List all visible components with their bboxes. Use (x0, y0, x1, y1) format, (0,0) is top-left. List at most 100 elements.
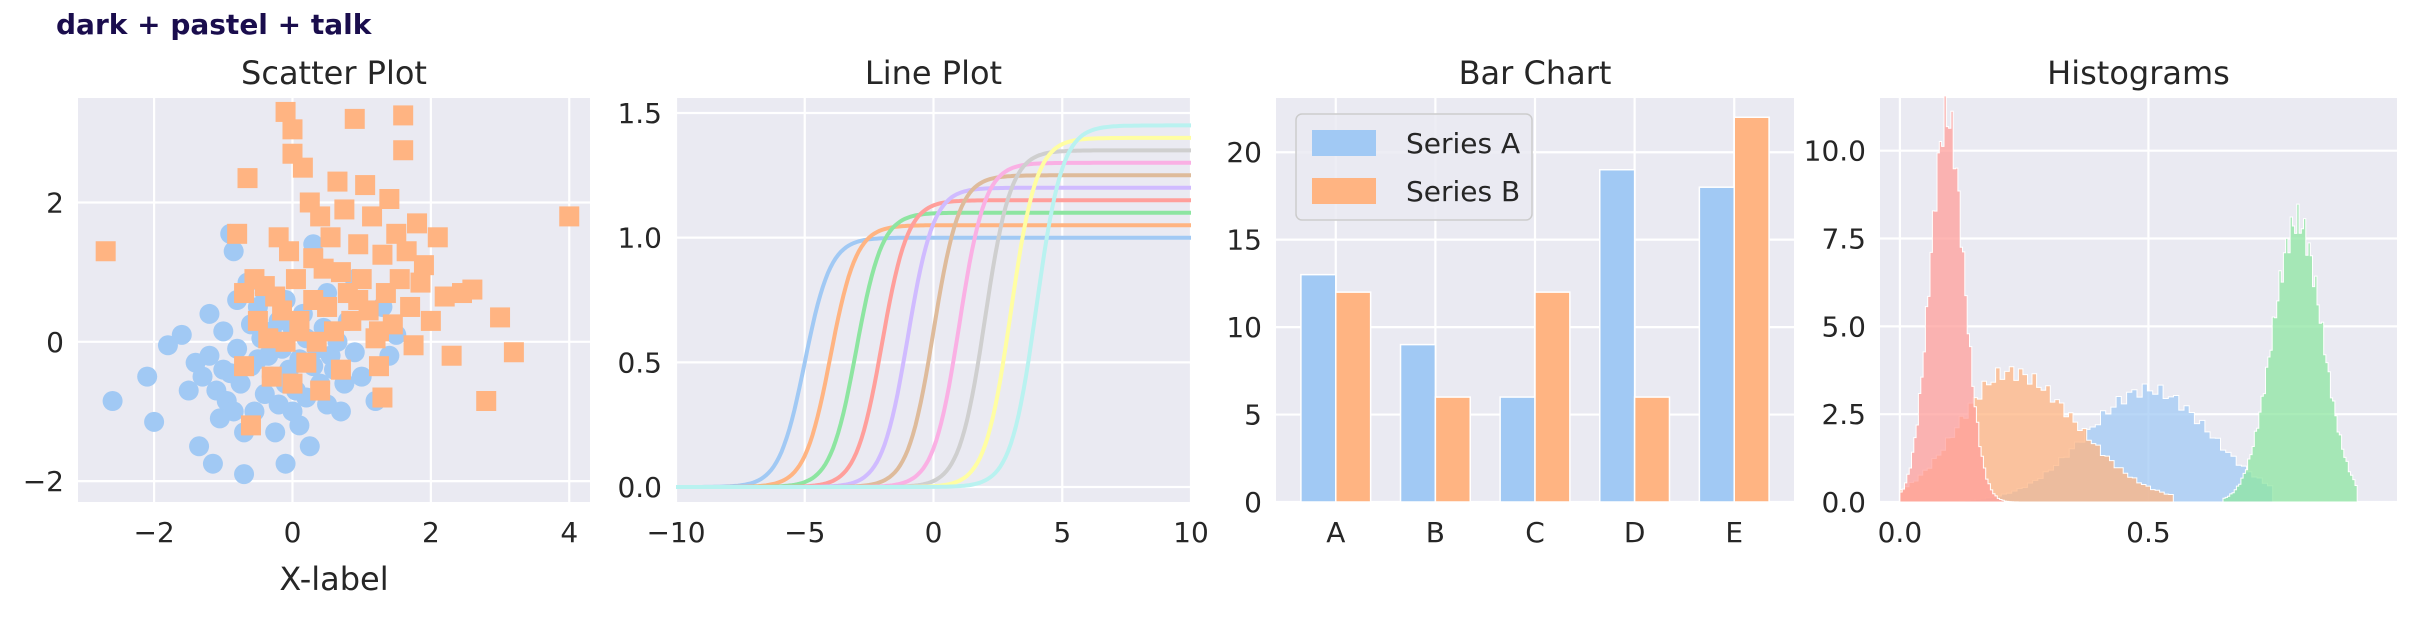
scatter-point (244, 269, 265, 290)
x-tick-label: 0 (925, 516, 943, 549)
line-series (676, 123, 1191, 489)
scatter-point (320, 227, 341, 248)
scatter-point (403, 335, 424, 356)
x-tick-label: 5 (1053, 516, 1071, 549)
scatter-point (368, 356, 389, 377)
scatter-point (310, 380, 331, 401)
subplot-1: −2 0 2 4 −2 0 2 Scatter Plot X-label (23, 54, 590, 598)
scatter-point (330, 262, 351, 283)
line-series (676, 235, 1191, 489)
scatter-point (351, 366, 372, 387)
scatter-point (275, 101, 296, 122)
scatter-point (296, 352, 317, 373)
x-tick-label: 10 (1173, 516, 1209, 549)
figure-suptitle: dark + pastel + talk (56, 8, 372, 41)
scatter-point (234, 356, 255, 377)
scatter-point (341, 310, 362, 331)
bar (1698, 186, 1735, 503)
scatter-point (275, 453, 296, 474)
legend: Series A Series B (1295, 113, 1533, 221)
scatter-point (261, 366, 282, 387)
y-tick-label: 0.0 (1821, 486, 1866, 519)
y-tick-label: 7.5 (1821, 223, 1866, 256)
x-tick-label: 0.5 (2126, 516, 2171, 549)
bar (1300, 273, 1337, 503)
scatter-point (102, 391, 123, 411)
y-tick-label: 0 (1244, 486, 1262, 519)
scatter-point (144, 411, 165, 432)
legend-label: Series B (1406, 175, 1520, 208)
scatter-point (327, 171, 348, 192)
scatter-point (348, 290, 369, 310)
histogram (1899, 95, 2040, 503)
scatter-point (400, 296, 421, 317)
scatter-point (254, 384, 275, 405)
scatter-point (178, 380, 199, 401)
x-tick-label: B (1426, 516, 1445, 549)
scatter-point (282, 373, 303, 394)
scatter-point (189, 436, 210, 457)
y-tick-label: 5 (1244, 399, 1262, 432)
scatter-point (351, 269, 372, 290)
scatter-point (237, 168, 258, 189)
scatter-point (324, 321, 344, 342)
scatter-point (265, 286, 286, 307)
scatter-point (292, 157, 313, 178)
scatter-point (240, 415, 261, 436)
legend-label: Series A (1406, 127, 1520, 160)
x-tick-label: −2 (133, 516, 174, 549)
subplot-2: −10 −5 0 5 10 0.0 0.5 1.0 1.5 Line Plot (617, 54, 1208, 549)
scatter-point (396, 241, 417, 262)
scatter-point (227, 338, 248, 359)
scatter-point (265, 422, 286, 443)
bar (1335, 291, 1372, 503)
y-tick-label: 15 (1226, 224, 1262, 257)
y-tick-label: 2 (46, 186, 64, 219)
scatter-point (420, 310, 441, 331)
y-tick-label: 0.5 (617, 346, 662, 379)
scatter-point (313, 258, 334, 279)
x-axis-label: X-label (279, 560, 388, 598)
scatter-point (355, 175, 376, 196)
scatter-point (344, 342, 365, 363)
scatter-point (192, 366, 213, 387)
scatter-point (171, 324, 192, 345)
y-tick-label: 10 (1226, 311, 1262, 344)
scatter-point (213, 321, 234, 342)
scatter-point (559, 206, 580, 227)
scatter-point (227, 223, 248, 244)
scatter-point (258, 328, 279, 349)
histogram-group (1899, 95, 2358, 503)
scatter-point (282, 119, 303, 140)
scatter-point (223, 401, 244, 422)
y-tick-label: −2 (23, 465, 64, 498)
x-tick-label: 4 (560, 516, 578, 549)
scatter-point (379, 189, 400, 209)
scatter-point (413, 255, 434, 276)
x-tick-label: C (1525, 516, 1545, 549)
x-tick-label: E (1725, 516, 1743, 549)
scatter-point (223, 241, 244, 262)
subplot-3: 0 5 10 15 20 A B C D E Bar Chart Series A Series B (1226, 54, 1794, 549)
scatter-point (199, 303, 220, 324)
bar (1534, 291, 1571, 503)
scatter-point (247, 310, 268, 331)
x-tick-label: 0.0 (1878, 516, 1923, 549)
scatter-point (299, 436, 320, 457)
x-tick-label: 2 (422, 516, 440, 549)
scatter-point (462, 279, 483, 300)
scatter-point (427, 227, 448, 248)
scatter-point (310, 206, 331, 227)
bar (1733, 116, 1770, 503)
scatter-point (389, 269, 410, 290)
x-tick-label: A (1326, 516, 1345, 549)
scatter-point (348, 234, 369, 255)
scatter-point (137, 366, 158, 387)
scatter-point (157, 335, 178, 356)
scatter-point (230, 373, 251, 394)
y-tick-label: 1.0 (617, 222, 662, 255)
scatter-point (285, 269, 306, 290)
scatter-point (476, 391, 497, 411)
bar (1434, 396, 1472, 503)
scatter-point (289, 321, 310, 342)
